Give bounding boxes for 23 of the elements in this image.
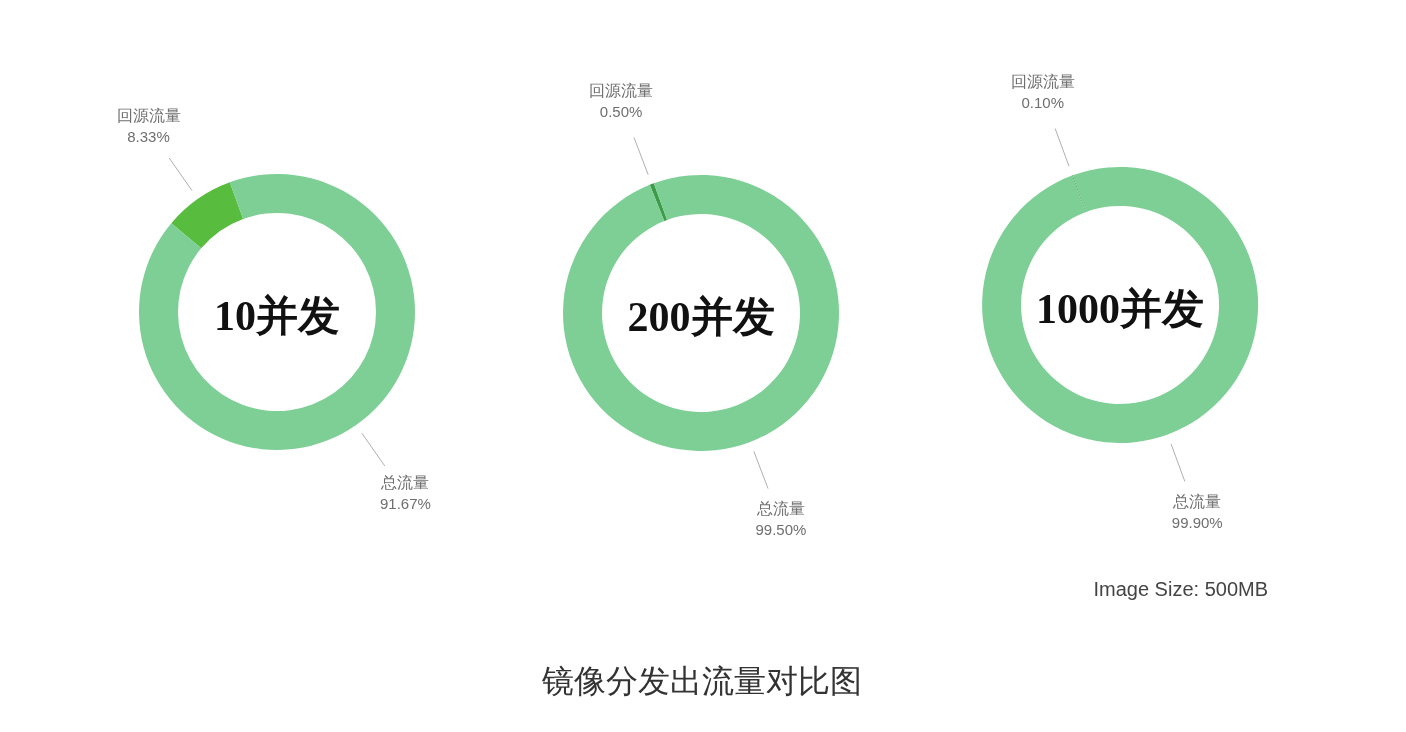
text: 200并发	[627, 294, 775, 340]
donut-slice	[649, 183, 668, 222]
donut-slice	[139, 174, 415, 450]
text: 1000并发	[1036, 286, 1204, 332]
slice-label: 总流量	[755, 500, 805, 518]
donut-slice	[563, 175, 840, 451]
slice-label: 回源流量	[116, 106, 181, 124]
data-label: 99.50%	[755, 521, 807, 539]
data-label: 8.33%	[127, 127, 170, 145]
data-label: 99.90%	[1171, 514, 1223, 532]
text: 镜像分发出流量对比图	[541, 663, 862, 699]
donut-slice	[1071, 175, 1087, 213]
data-label: 91.67%	[380, 494, 431, 512]
slice-label: 总流量	[380, 473, 430, 491]
slice-label: 回源流量	[589, 81, 654, 99]
text: 10并发	[214, 293, 340, 339]
slice-label: 回源流量	[1010, 72, 1075, 90]
data-label: 0.50%	[599, 102, 643, 120]
donut-slice	[171, 182, 244, 249]
slice-label: 总流量	[1172, 493, 1222, 511]
data-label: 0.10%	[1021, 93, 1064, 111]
text: Image Size: 500MB	[1093, 578, 1268, 600]
donut-slice	[982, 167, 1259, 443]
